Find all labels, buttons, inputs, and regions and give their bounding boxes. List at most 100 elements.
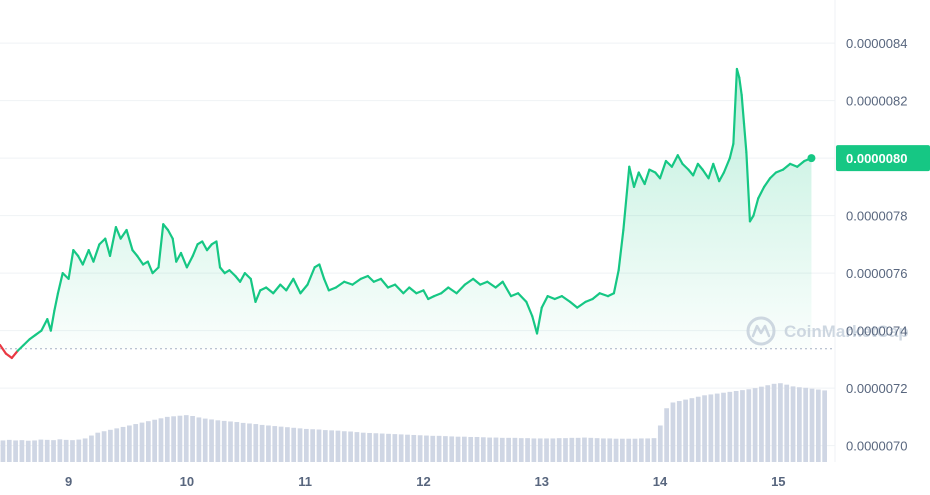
price-area <box>0 69 812 349</box>
price-line-segment <box>125 228 134 252</box>
price-line-segment <box>707 162 715 180</box>
price-line-segment <box>637 171 646 186</box>
price-line-segment <box>612 269 620 295</box>
price-line-segment <box>218 266 226 275</box>
volume-bar <box>689 398 695 462</box>
price-line-segment <box>92 243 101 263</box>
volume-bar <box>177 415 183 462</box>
volume-bar <box>676 401 682 462</box>
price-line-segment <box>67 249 75 280</box>
price-line <box>0 67 813 360</box>
price-line-segment <box>531 315 539 335</box>
price-line-segment <box>185 254 194 269</box>
price-line-segment <box>676 154 684 165</box>
x-tick-label: 14 <box>653 474 668 489</box>
volume-bar <box>550 438 556 462</box>
price-line-segment <box>763 177 772 188</box>
volume-bar <box>19 440 25 462</box>
price-line-segment <box>696 162 704 171</box>
price-line-segment <box>205 243 213 252</box>
volume-bar <box>740 390 745 462</box>
price-line-segment <box>318 263 326 280</box>
x-tick-label: 13 <box>535 474 549 489</box>
volume-bar <box>443 436 448 462</box>
volume-bar <box>133 424 139 462</box>
volume-bar <box>695 396 701 462</box>
price-line-segment <box>540 295 549 309</box>
volume-bar <box>556 438 562 462</box>
volume-bar <box>89 435 94 462</box>
price-line-segment <box>28 333 37 341</box>
volume-bar <box>638 438 644 462</box>
volume-bar <box>594 438 600 462</box>
volume-bar <box>183 415 189 462</box>
volume-bar <box>196 417 202 462</box>
volume-bar <box>582 437 587 462</box>
volume-bar <box>6 439 12 462</box>
price-line-segment <box>292 277 302 295</box>
price-line-segment <box>131 249 139 257</box>
volume-bar <box>430 435 436 462</box>
volume-bar <box>272 426 278 462</box>
price-line-segment <box>402 286 411 295</box>
price-line-segment <box>692 162 699 177</box>
price-line-segment <box>415 289 425 295</box>
watermark: CoinMarketCap <box>746 316 909 346</box>
price-line-segment <box>249 277 257 303</box>
price-line-segment <box>748 214 755 223</box>
price-line-segment <box>40 318 49 332</box>
price-line-segment <box>752 197 760 217</box>
price-line-segment <box>359 274 369 280</box>
price-line-segment <box>254 289 262 303</box>
price-line-segment <box>61 272 70 280</box>
volume-bar <box>63 439 69 462</box>
price-line-segment <box>757 185 766 200</box>
price-line-segment <box>591 292 601 301</box>
volume-bar <box>822 390 827 462</box>
price-line-segment <box>272 283 282 295</box>
price-line-segment <box>735 67 741 79</box>
volume-bar <box>44 439 50 462</box>
coinmarketcap-logo-mark <box>751 324 771 338</box>
volume-bars <box>0 383 827 462</box>
price-line-segment <box>299 283 309 295</box>
price-line-segment <box>622 165 631 232</box>
volume-bar <box>702 395 707 462</box>
volume-bar <box>518 438 524 462</box>
price-line-segment <box>422 289 430 301</box>
price-line-segment <box>119 228 128 240</box>
current-price-label: 0.0000080 <box>846 151 907 166</box>
volume-bar <box>569 437 575 462</box>
price-line-segment <box>323 277 330 292</box>
price-line-segment <box>728 142 735 160</box>
price-line-segment <box>774 168 785 174</box>
price-line-segment <box>215 240 222 269</box>
price-line-segment <box>681 162 690 171</box>
volume-bar <box>215 420 221 462</box>
volume-bar <box>588 437 594 462</box>
price-line-segment <box>265 286 275 295</box>
volume-bar <box>544 438 549 462</box>
price-line-segment <box>501 280 513 298</box>
price-line-segment <box>151 266 160 275</box>
volume-bar <box>405 434 410 462</box>
volume-bar <box>462 436 467 462</box>
volume-bar <box>683 399 688 462</box>
volume-bar <box>468 436 474 462</box>
volume-bar <box>411 434 417 462</box>
price-line-segment <box>455 283 466 295</box>
y-tick-label: 0.0000072 <box>846 381 907 396</box>
price-line-segment <box>584 297 594 303</box>
volume-bar <box>506 437 511 462</box>
volume-bar <box>645 438 651 462</box>
price-line-segment <box>560 295 572 303</box>
price-line-segment <box>136 254 145 266</box>
volume-bar <box>379 433 385 462</box>
volume-bar <box>417 435 423 462</box>
volume-bar <box>360 432 366 462</box>
x-tick-label: 11 <box>298 474 312 489</box>
volume-bar <box>367 432 372 462</box>
volume-bar <box>727 391 733 462</box>
price-line-segment <box>553 295 563 301</box>
